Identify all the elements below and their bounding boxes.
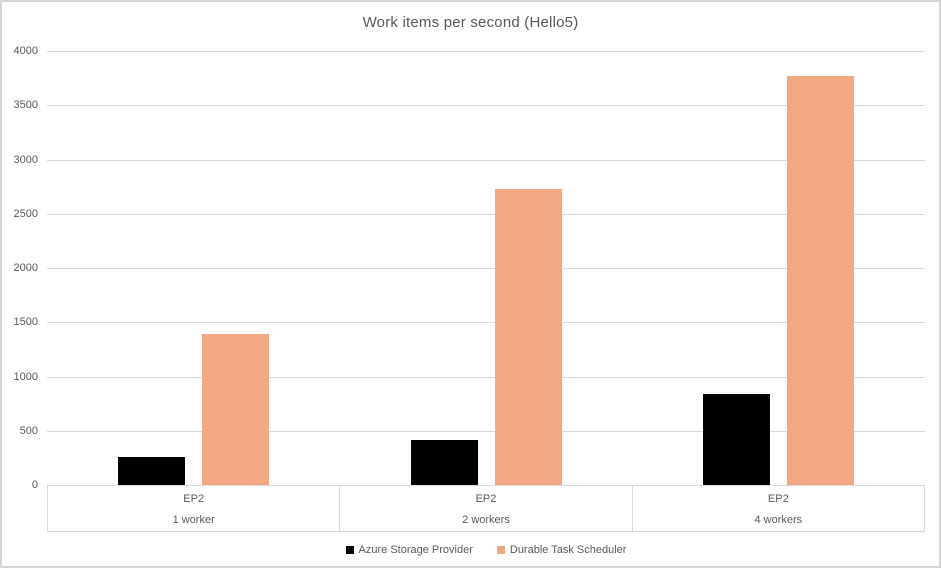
y-tick-label: 4000 [13,45,38,57]
gridline [47,322,925,323]
category-workers-label: 4 workers [754,514,803,526]
category-machine-label: EP2 [475,493,497,505]
bar-azure-storage-provider [411,440,478,485]
bar-durable-task-scheduler [202,334,269,485]
legend-item: Azure Storage Provider [345,544,473,556]
legend-item: Durable Task Scheduler [496,544,627,556]
y-tick-label: 1000 [13,371,38,383]
plot-area [47,51,925,486]
bar-azure-storage-provider [118,457,185,485]
gridline [47,105,925,106]
legend-swatch-icon [345,546,354,554]
category-machine-label: EP2 [183,493,205,505]
y-tick-label: 3500 [13,99,38,111]
bar-durable-task-scheduler [787,76,854,485]
y-tick-label: 1500 [13,316,38,328]
category-group: EP2 2 workers [339,485,631,531]
gridline [47,431,925,432]
gridline [47,377,925,378]
y-tick-label: 0 [31,479,38,491]
category-group: EP2 4 workers [631,485,924,531]
y-tick-label: 500 [19,425,38,437]
gridline [47,268,925,269]
legend-item-label: Azure Storage Provider [358,544,473,556]
category-axis: EP2 1 worker EP2 2 workers EP2 4 workers [47,485,925,532]
y-tick-label: 2500 [13,208,38,220]
gridline [47,160,925,161]
bar-azure-storage-provider [703,394,770,485]
category-machine-label: EP2 [767,493,789,505]
gridline [47,485,925,486]
legend-item-label: Durable Task Scheduler [509,544,627,556]
gridline [47,51,925,52]
y-tick-label: 3000 [13,154,38,166]
legend: Azure Storage Provider Durable Task Sched… [47,542,925,558]
chart-title: Work items per second (Hello5) [362,14,579,31]
y-tick-label: 2000 [13,262,38,274]
legend-swatch-icon [496,546,505,554]
gridline [47,214,925,215]
category-group: EP2 1 worker [48,485,339,531]
category-workers-label: 2 workers [462,514,510,526]
category-workers-label: 1 worker [172,514,215,526]
bar-durable-task-scheduler [495,189,562,485]
